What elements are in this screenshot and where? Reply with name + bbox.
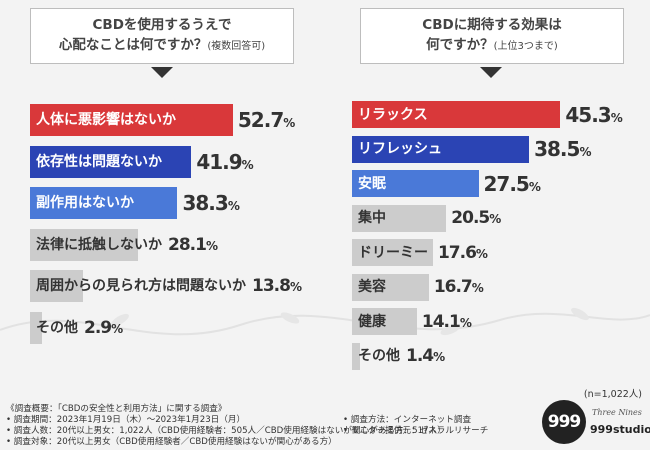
bar-value-unit-0: % [610,110,623,125]
footer-line2: • 調査期間：2023年1月19日（木）〜2023年1月23日（月） [6,415,246,425]
bar-value-5: 16.7% [433,277,484,297]
bar-value-number-5: 16.7 [433,277,473,297]
bar-value-number-7: 1.4 [406,346,434,366]
left-arrow-icon [151,67,173,78]
footer-line1: 《調査概要：「CBDの安全性と利用方法」に関する調査》 [6,404,227,414]
bar-concern-4 [30,270,84,302]
bar-value-number-5: 2.9 [84,317,112,338]
bar-value-number-3: 28.1 [168,234,207,255]
bar-value-number-2: 38.3 [182,191,228,215]
bar-value-number-4: 17.6 [437,242,477,263]
bar-effect-7 [352,342,360,370]
bar-label-6: 健康 [358,313,386,330]
bar-value-number-0: 45.3 [565,102,611,127]
bar-value-3: 20.5% [451,208,501,228]
right-arrow-icon [480,67,502,78]
right-question-line2: 何ですか？ [426,37,494,53]
bar-value-number-1: 41.9 [196,149,242,174]
bar-label-1: リフレッシュ [358,141,442,157]
logo-name: 999studio [590,423,650,436]
bar-effect-3 [352,204,447,232]
bar-value-unit-4: % [475,246,488,261]
footer-line3: • 調査人数：20代以上男女：1,022人（CBD使用経験者：505人／CBD使… [6,426,446,436]
bar-concern-2 [30,187,178,219]
bar-label-7: その他 [358,348,400,364]
bar-value-unit-1: % [579,145,591,159]
right-question-line2-wrap: 何ですか？(上位3つまで) [361,36,623,56]
bar-concern-3 [30,228,139,261]
bar-value-unit-0: % [283,116,295,130]
bar-value-unit-2: % [528,179,541,194]
sample-size: (n=1,022人) [583,389,642,400]
bar-value-4: 13.8% [252,276,302,296]
bar-value-number-1: 38.5 [534,137,580,161]
bar-value-4: 17.6% [437,242,488,263]
bar-concern-0 [30,104,233,136]
footer-method: • 調査方法：インターネット調査 [343,415,472,425]
survey-footer: 《調査概要：「CBDの安全性と利用方法」に関する調査》 • 調査期間：2023年… [6,404,446,448]
left-question-line2: 心配なことは何ですか？ [58,37,208,53]
bar-value-number-4: 13.8 [252,276,291,296]
bar-concern-5 [30,311,42,344]
bar-value-2: 38.3% [182,191,240,215]
bar-label-1: 依存性は問題ないか [36,153,162,170]
bar-effect-0 [352,101,561,128]
bar-value-1: 38.5% [534,137,591,161]
right-question-box: CBDに期待する効果は 何ですか？(上位3つまで) [360,8,624,64]
bar-value-number-3: 20.5 [451,208,490,228]
bar-value-0: 52.7% [237,108,295,132]
left-question-note: (複数回答可) [207,41,266,52]
bar-label-5: 美容 [358,279,386,295]
bar-value-7: 1.4% [406,346,445,366]
bar-label-2: 副作用はないか [36,195,134,211]
bar-label-2: 安眠 [358,175,386,192]
bar-value-unit-5: % [471,281,484,295]
right-question-line1: CBDに期待する効果は [422,17,562,33]
bar-value-6: 14.1% [421,311,472,332]
footer-provider: • モニター提供元：ゼネラルリサーチ [343,426,489,436]
bar-value-unit-6: % [459,315,472,330]
bar-value-unit-2: % [227,199,240,213]
bar-concern-1 [30,145,192,178]
bar-value-number-0: 52.7 [237,108,284,132]
left-question-line2-wrap: 心配なことは何ですか？(複数回答可) [31,36,293,56]
bar-value-number-2: 27.5 [483,171,530,196]
bar-label-0: リラックス [358,106,428,123]
logo-script: Three Nines [592,408,642,417]
right-question-note: (上位3つまで) [493,41,558,52]
bar-label-5: その他 [36,319,78,336]
bar-label-4: ドリーミー [358,244,428,261]
bar-effect-1 [352,135,530,163]
bar-value-1: 41.9% [196,149,254,174]
bar-label-3: 集中 [358,210,386,226]
bar-effect-5 [352,273,429,301]
bar-value-0: 45.3% [565,102,623,127]
bar-effect-6 [352,308,417,335]
bar-label-3: 法律に抵触しないか [36,236,162,253]
bar-value-5: 2.9% [84,317,123,338]
bar-label-4: 周囲からの見られ方は問題ないか [36,278,246,294]
bar-value-unit-5: % [111,321,123,336]
bar-effect-2 [352,170,479,197]
left-question-line1: CBDを使用するうえで [92,17,232,33]
bar-value-number-6: 14.1 [421,311,461,332]
logo-mark: 999 [542,400,586,444]
bar-value-unit-3: % [489,212,501,226]
left-question-box: CBDを使用するうえで 心配なことは何ですか？(複数回答可) [30,8,294,64]
survey-footer-right: • 調査方法：インターネット調査 • モニター提供元：ゼネラルリサーチ [343,415,488,437]
footer-line4: • 調査対象：20代以上男女（CBD使用経験者／CBD使用経験はないが関心がある… [6,437,337,447]
bar-value-2: 27.5% [483,171,541,196]
bar-value-unit-7: % [433,350,445,364]
bar-effect-4 [352,239,433,266]
bar-value-unit-1: % [241,157,254,172]
bar-value-unit-3: % [205,238,218,253]
bar-value-unit-4: % [289,280,302,294]
bar-label-0: 人体に悪影響はないか [36,112,176,128]
bar-value-3: 28.1% [168,234,218,255]
decorative-vine [0,307,650,336]
